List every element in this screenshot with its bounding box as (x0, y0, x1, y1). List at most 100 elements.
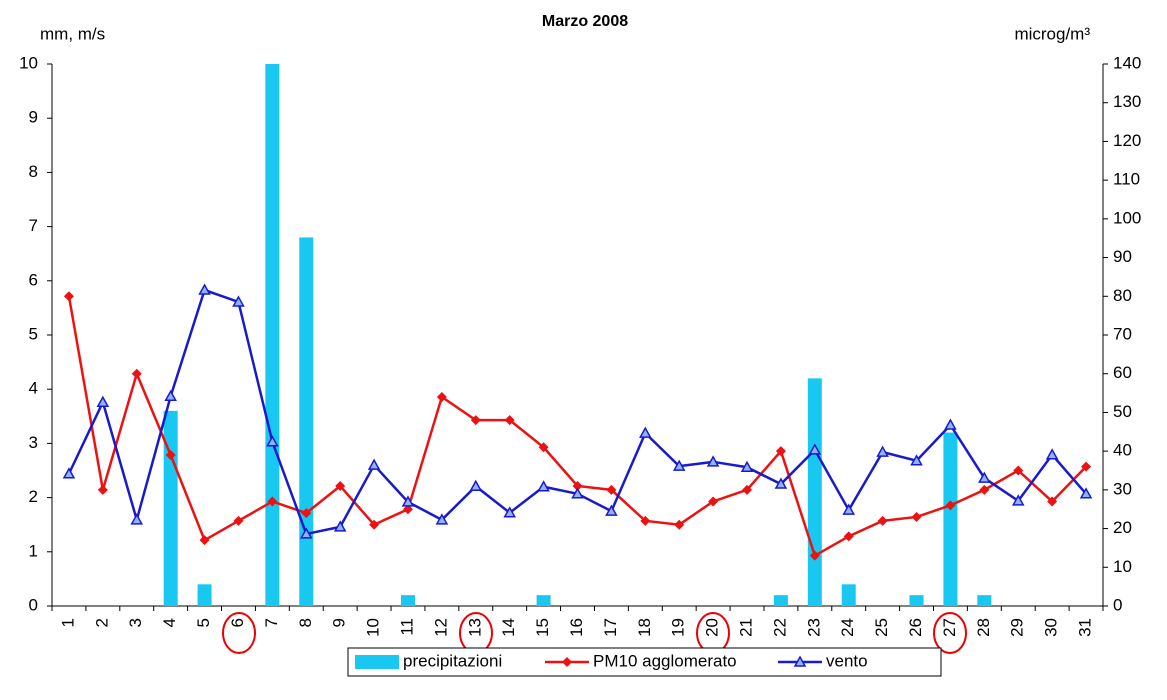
point (63, 291, 74, 302)
y-tick-label: 5 (29, 324, 38, 343)
bar (400, 595, 415, 606)
point (470, 415, 481, 426)
x-tick-label: 29 (1008, 618, 1027, 637)
point (640, 515, 651, 526)
point (130, 513, 144, 525)
legend-label: PM10 agglomerato (593, 651, 737, 670)
point (1047, 496, 1058, 507)
x-tick-label: 16 (567, 618, 586, 637)
point (164, 389, 177, 401)
y2-tick-label: 130 (1113, 92, 1141, 111)
y-tick-label: 6 (29, 270, 38, 289)
x-tick-label: 5 (194, 618, 213, 627)
point (606, 484, 617, 495)
y2-tick-label: 0 (1113, 595, 1122, 614)
point (266, 435, 279, 447)
point (198, 283, 211, 295)
y-axis-label: mm, m/s (40, 24, 105, 43)
bar (536, 595, 551, 606)
point (842, 503, 856, 515)
y-tick-label: 9 (29, 108, 38, 127)
point (537, 480, 550, 492)
point (504, 415, 515, 426)
x-tick-label: 19 (669, 618, 688, 637)
point (62, 467, 76, 479)
point (335, 480, 346, 491)
bar (265, 64, 280, 606)
point (1013, 465, 1024, 476)
bar (841, 584, 856, 606)
point (1079, 487, 1093, 499)
y-tick-label: 2 (29, 487, 38, 506)
point (945, 500, 956, 511)
y-tick-label: 7 (29, 216, 38, 235)
bar (197, 584, 212, 606)
point (503, 506, 516, 518)
x-tick-label: 26 (906, 618, 925, 637)
legend-label: vento (826, 651, 868, 670)
point (979, 484, 990, 495)
point (333, 520, 347, 532)
bar (977, 595, 992, 606)
x-tick-label: 3 (126, 618, 145, 627)
x-tick-label: 27 (940, 618, 959, 637)
point (436, 391, 447, 402)
highlight-circle (933, 612, 967, 654)
y2-tick-label: 140 (1113, 53, 1141, 72)
point (299, 527, 313, 539)
bar (943, 432, 958, 606)
point (367, 458, 381, 470)
y-tick-label: 0 (29, 595, 38, 614)
y2-tick-label: 110 (1113, 170, 1140, 189)
x-tick-label: 11 (397, 618, 416, 636)
x-tick-label: 12 (431, 618, 450, 637)
y2-tick-label: 100 (1113, 208, 1141, 227)
point (876, 445, 889, 457)
bar (773, 595, 788, 606)
point (1011, 494, 1025, 506)
x-tick-label: 13 (465, 618, 484, 637)
y-tick-label: 8 (29, 162, 38, 181)
x-tick-label: 7 (262, 618, 281, 627)
y-tick-label: 10 (19, 53, 38, 72)
x-tick-label: 6 (228, 618, 247, 627)
point (538, 442, 549, 453)
point (97, 484, 108, 495)
bar (299, 237, 314, 606)
y2-tick-label: 10 (1113, 557, 1132, 576)
point (369, 519, 380, 530)
point (672, 459, 686, 471)
x-tick-label: 31 (1076, 618, 1095, 637)
point (808, 443, 822, 455)
y-tick-label: 4 (29, 379, 38, 398)
point (233, 515, 244, 526)
point (843, 531, 854, 542)
x-tick-label: 24 (838, 618, 857, 637)
point (944, 418, 957, 430)
x-tick-label: 15 (533, 618, 552, 637)
point (232, 295, 245, 307)
point (402, 504, 413, 515)
y2-tick-label: 90 (1113, 247, 1132, 266)
bar (807, 378, 822, 606)
point (910, 454, 923, 466)
point (1081, 461, 1092, 472)
point (774, 477, 788, 489)
point (978, 471, 991, 483)
y2-tick-label: 80 (1113, 286, 1132, 305)
point (911, 511, 922, 522)
y-tick-label: 3 (29, 433, 38, 452)
y2-axis-label: microg/m³ (1014, 24, 1090, 43)
x-tick-label: 9 (330, 618, 349, 627)
legend-marker (793, 655, 807, 667)
point (301, 508, 312, 519)
point (605, 504, 618, 516)
point (674, 519, 685, 530)
y2-tick-label: 20 (1113, 518, 1132, 537)
point (96, 395, 110, 407)
x-tick-label: 1 (58, 618, 77, 627)
line (67, 296, 1087, 558)
y2-tick-label: 30 (1113, 479, 1132, 498)
x-tick-label: 14 (499, 618, 518, 637)
